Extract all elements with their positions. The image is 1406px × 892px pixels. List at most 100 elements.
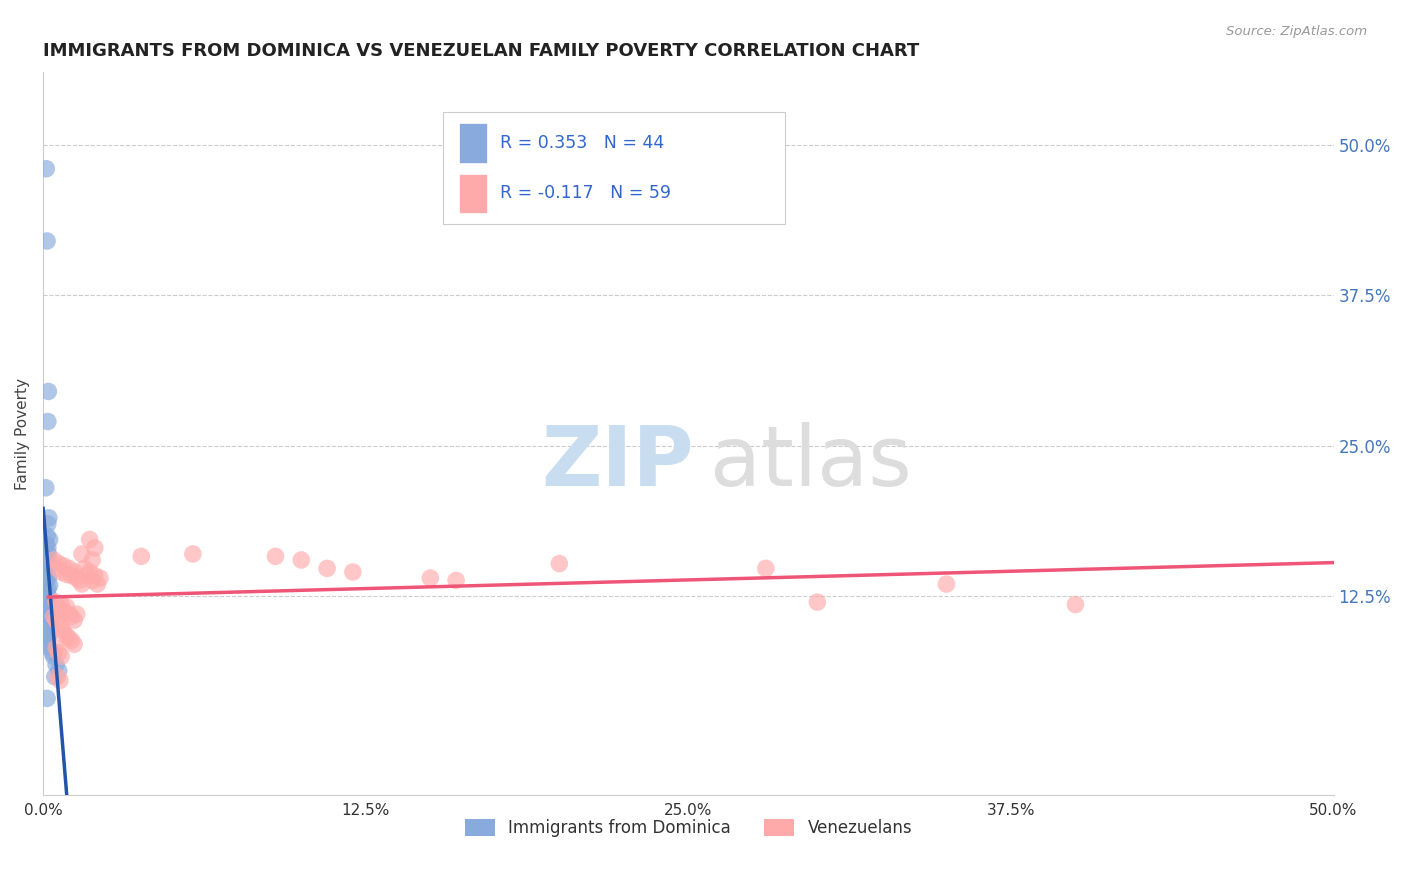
Point (35, 596, 58, 610)
Point (51, 622, 73, 636)
Point (55, 629, 77, 643)
Point (35, 550, 58, 565)
Point (181, 547, 204, 561)
Point (755, 561, 778, 575)
Point (41, 646, 63, 660)
Point (37, 541, 59, 555)
Point (37, 571, 59, 585)
Point (51, 565, 73, 579)
Point (37, 384, 59, 399)
Point (37, 516, 59, 531)
Text: R = -0.117   N = 59: R = -0.117 N = 59 (501, 185, 671, 202)
Point (51, 598, 73, 612)
Point (37, 640, 59, 654)
Point (38, 629, 60, 643)
Point (82, 574, 104, 588)
Point (73, 561, 96, 575)
Point (37, 415, 59, 429)
Point (419, 571, 441, 585)
Point (46, 561, 69, 575)
Point (52, 605, 75, 619)
Point (45, 657, 67, 672)
Point (37, 561, 59, 575)
Point (35, 529, 58, 543)
Point (58, 607, 80, 621)
Point (42, 609, 65, 624)
Point (316, 561, 339, 575)
Point (48, 557, 70, 571)
Text: R = 0.353   N = 44: R = 0.353 N = 44 (501, 134, 664, 152)
Point (35, 565, 58, 579)
Point (35, 574, 58, 589)
Point (35, 615, 58, 629)
Point (60, 609, 83, 624)
Point (35, 625, 58, 640)
Point (342, 565, 364, 579)
Point (70, 547, 93, 561)
Point (60, 568, 83, 582)
Point (806, 595, 828, 609)
Point (35, 554, 58, 568)
Point (58, 561, 80, 575)
Point (55, 567, 77, 582)
Point (58, 631, 80, 645)
Point (35, 691, 58, 706)
Point (35, 585, 58, 599)
Y-axis label: Family Poverty: Family Poverty (15, 377, 30, 490)
Text: IMMIGRANTS FROM DOMINICA VS VENEZUELAN FAMILY POVERTY CORRELATION CHART: IMMIGRANTS FROM DOMINICA VS VENEZUELAN F… (44, 42, 920, 60)
Point (89, 571, 111, 585)
Point (38, 618, 60, 632)
Point (37, 547, 59, 561)
Point (52, 559, 75, 574)
Point (35, 607, 58, 621)
Point (48, 646, 70, 660)
FancyBboxPatch shape (443, 112, 785, 224)
Point (51, 649, 73, 664)
Point (129, 549, 152, 564)
Point (935, 577, 957, 591)
Point (63, 637, 86, 651)
Point (63, 565, 86, 579)
Point (45, 613, 67, 627)
Point (35, 537, 58, 551)
Point (1064, 598, 1087, 612)
Point (63, 613, 86, 627)
Point (38, 599, 60, 614)
Point (38, 511, 60, 525)
Legend: Immigrants from Dominica, Venezuelans: Immigrants from Dominica, Venezuelans (458, 813, 918, 844)
Point (444, 574, 467, 588)
Point (76, 568, 98, 582)
Point (37, 589, 59, 603)
Point (35, 592, 58, 607)
Point (86, 577, 108, 591)
Point (79, 533, 101, 547)
Point (35, 481, 58, 495)
Point (44, 670, 66, 684)
Point (48, 601, 70, 615)
Point (37, 622, 59, 636)
Point (83, 568, 105, 582)
Point (38, 558, 60, 572)
Text: ZIP: ZIP (541, 422, 693, 503)
Point (67, 574, 90, 588)
Point (42, 649, 65, 664)
Point (37, 611, 59, 625)
Point (83, 541, 105, 555)
Point (38, 578, 60, 592)
Point (264, 549, 287, 564)
Point (290, 553, 312, 567)
Point (82, 553, 104, 567)
Text: atlas: atlas (710, 422, 912, 503)
Point (66, 571, 89, 585)
Point (35, 161, 58, 176)
Point (46, 670, 69, 684)
Point (35, 234, 58, 248)
Point (35, 632, 58, 647)
Point (37, 582, 59, 596)
Point (55, 599, 77, 614)
Point (48, 664, 70, 678)
Point (48, 616, 70, 631)
Point (37, 603, 59, 617)
Point (548, 557, 571, 571)
Point (79, 565, 101, 579)
